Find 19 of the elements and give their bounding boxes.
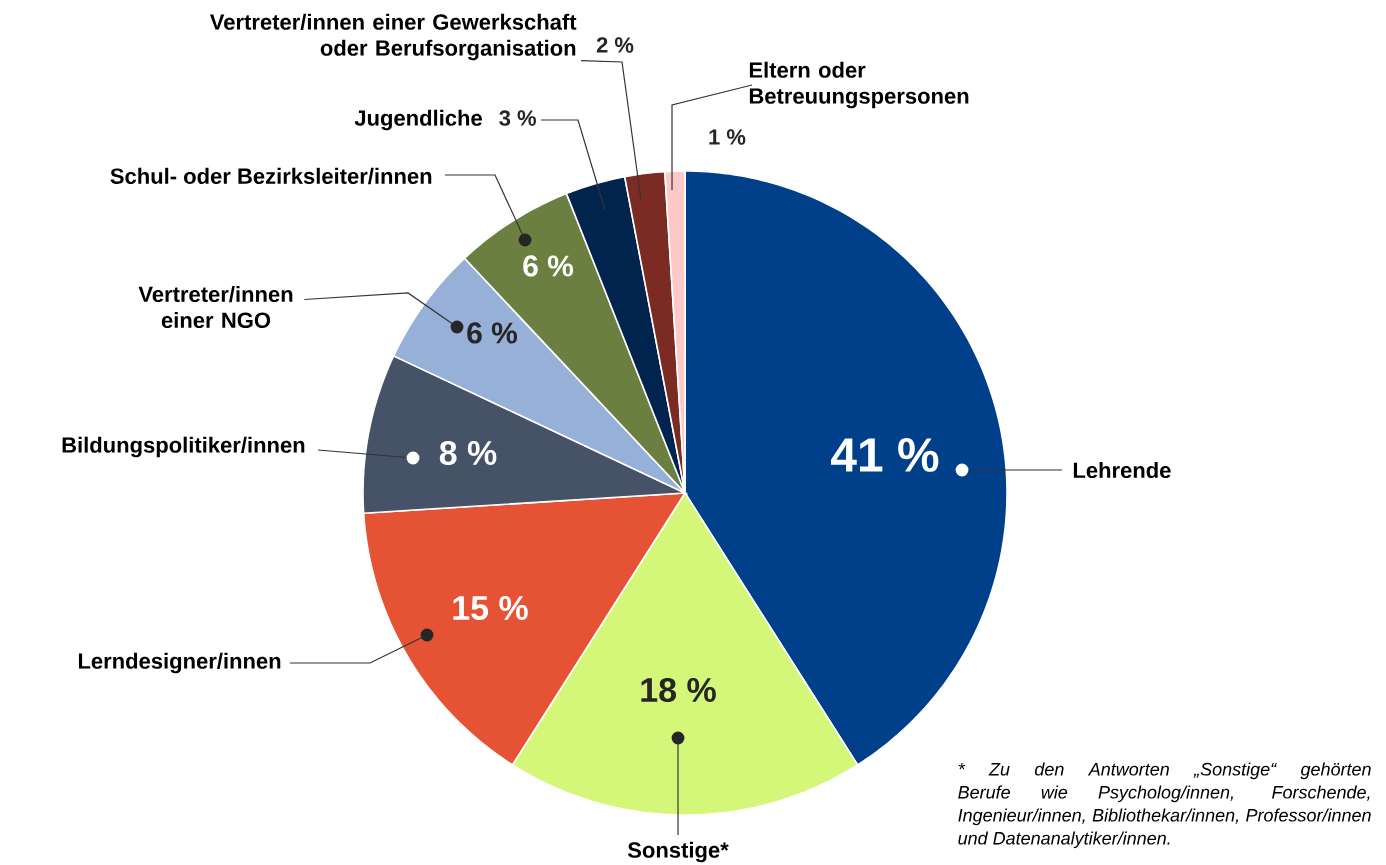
data-label: 6 % bbox=[523, 255, 574, 277]
slice-label: Eltern oder Betreuungspersonen bbox=[749, 61, 969, 109]
data-label: 2 % bbox=[596, 37, 634, 53]
data-label: 6 % bbox=[467, 322, 518, 344]
slice-label: Lerndesigner/innen bbox=[78, 652, 281, 674]
data-label: 1 % bbox=[709, 129, 746, 145]
text: * Zu den Antworten „Sonstige“ gehörten Berufe wie Psycholog/innen, Forschende, Ingenieur/innen, Bibliothekar/innen, Professor/innen und Datenanalytiker/innen. bbox=[958, 762, 1371, 849]
data-label: 8 % bbox=[439, 440, 497, 466]
slice-label: Jugendliche bbox=[354, 109, 482, 131]
data-label: 3 % bbox=[499, 110, 536, 126]
slice-label: Schul- oder Bezirksleiter/innen bbox=[110, 167, 432, 185]
slice-label: Vertreter/innen einer Gewerkschaft oder Berufsorganisation bbox=[209, 13, 577, 61]
slice-label: Vertreter/innen einer NGO bbox=[138, 285, 293, 329]
slice-label: Lehrende bbox=[1073, 461, 1171, 479]
data-label: 18 % bbox=[641, 677, 716, 703]
data-label: 15 % bbox=[453, 596, 528, 620]
slice-label: Bildungspolitiker/innen bbox=[62, 436, 305, 458]
data-label: 41 % bbox=[831, 438, 939, 472]
slice-label: Sonstige* bbox=[627, 841, 729, 863]
